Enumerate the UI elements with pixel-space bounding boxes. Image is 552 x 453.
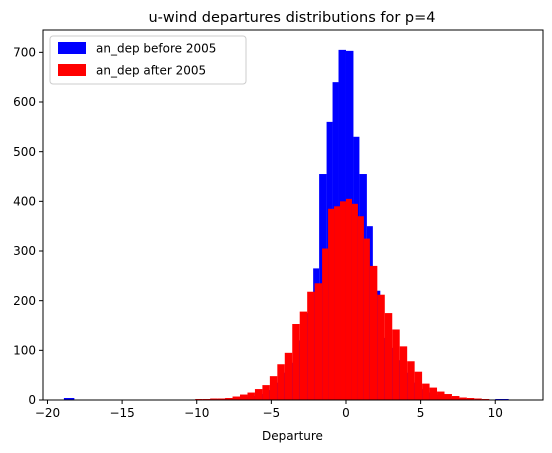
histogram-bar	[369, 265, 378, 400]
histogram-bar	[328, 208, 335, 400]
histogram-bar	[407, 361, 415, 400]
histogram-bar	[437, 391, 445, 400]
histogram-bar	[247, 392, 255, 400]
histogram-bar	[459, 397, 467, 400]
histogram-bar	[314, 283, 323, 400]
x-tick-label: 10	[488, 406, 503, 420]
histogram-bar	[451, 396, 460, 400]
histogram-bar	[299, 311, 308, 400]
histogram-bar	[399, 346, 408, 400]
histogram-bar	[466, 398, 475, 400]
y-tick-label: 500	[13, 145, 36, 159]
histogram-bar	[277, 364, 285, 400]
histogram-bar	[217, 398, 226, 400]
histogram-bar	[363, 238, 370, 400]
legend-swatch-before-2005	[58, 42, 86, 54]
histogram-bar	[334, 206, 341, 400]
histogram-bar	[351, 203, 358, 400]
histogram-bar	[232, 396, 241, 400]
histogram-bar	[422, 383, 430, 400]
legend-label-after-2005: an_dep after 2005	[96, 64, 206, 78]
y-tick-label: 100	[13, 344, 36, 358]
histogram-bar	[262, 385, 270, 400]
histogram-bar	[254, 389, 263, 400]
legend-frame	[49, 35, 247, 85]
histogram-bar	[292, 324, 300, 400]
histogram-bar	[63, 398, 75, 400]
chart-title: u-wind departures distributions for p=4	[148, 10, 435, 26]
x-tick-label: −5	[263, 406, 281, 420]
plot-area	[63, 49, 523, 401]
histogram-bar	[284, 352, 293, 400]
histogram-bar	[392, 329, 400, 400]
y-tick-label: 200	[13, 294, 36, 308]
histogram-bar	[357, 216, 364, 400]
histogram-bar	[384, 313, 393, 400]
series-after-2005	[63, 198, 497, 401]
y-tick-label: 300	[13, 244, 36, 258]
histogram-bar	[269, 376, 278, 400]
histogram-bar	[429, 387, 438, 400]
histogram-bar	[340, 201, 346, 400]
histogram-bar	[307, 291, 315, 400]
histogram-bar	[345, 198, 352, 400]
x-tick-label: −15	[109, 406, 134, 420]
legend-label-before-2005: an_dep before 2005	[96, 42, 216, 56]
histogram-bar	[240, 394, 248, 400]
histogram-bar	[444, 394, 452, 400]
x-tick-label: 5	[417, 406, 425, 420]
y-tick-label: 600	[13, 95, 36, 109]
y-tick-label: 400	[13, 195, 36, 209]
x-axis-label: Departure	[262, 429, 323, 443]
legend-swatch-after-2005	[58, 64, 86, 76]
x-tick-label: 0	[342, 406, 350, 420]
histogram-bar	[414, 371, 423, 400]
x-tick-label: −20	[35, 406, 60, 420]
y-tick-label: 700	[13, 46, 36, 60]
histogram-bar	[225, 398, 233, 400]
histogram-bar	[474, 398, 482, 400]
y-tick-label: 0	[28, 393, 36, 407]
histogram-bar	[377, 294, 385, 400]
axes-frame	[42, 29, 544, 401]
legend: an_dep before 2005 an_dep after 2005	[49, 35, 247, 85]
x-tick-label: −10	[184, 406, 209, 420]
histogram-bar	[322, 248, 329, 400]
histogram-bar	[210, 398, 218, 400]
